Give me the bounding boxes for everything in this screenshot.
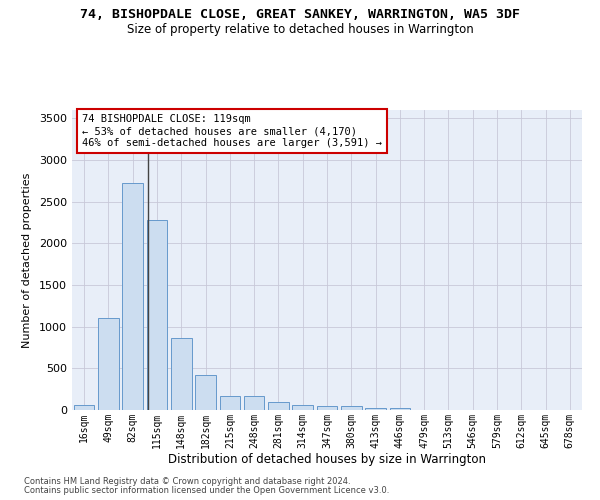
Y-axis label: Number of detached properties: Number of detached properties (22, 172, 32, 348)
Bar (244, 396, 265, 410)
Text: Distribution of detached houses by size in Warrington: Distribution of detached houses by size … (168, 452, 486, 466)
Bar (74, 406, 94, 410)
Bar (389, 408, 410, 410)
Bar (317, 406, 337, 410)
Bar (146, 220, 167, 410)
Text: 74, BISHOPDALE CLOSE, GREAT SANKEY, WARRINGTON, WA5 3DF: 74, BISHOPDALE CLOSE, GREAT SANKEY, WARR… (80, 8, 520, 20)
Text: 74 BISHOPDALE CLOSE: 119sqm
← 53% of detached houses are smaller (4,170)
46% of : 74 BISHOPDALE CLOSE: 119sqm ← 53% of det… (82, 114, 382, 148)
Bar (268, 402, 289, 410)
Bar (98, 318, 119, 410)
Text: Contains public sector information licensed under the Open Government Licence v3: Contains public sector information licen… (24, 486, 389, 495)
Bar (341, 406, 362, 410)
Bar (122, 182, 143, 410)
Text: Contains HM Land Registry data © Crown copyright and database right 2024.: Contains HM Land Registry data © Crown c… (24, 478, 350, 486)
Bar (171, 338, 191, 410)
Bar (365, 408, 386, 410)
Bar (292, 404, 313, 410)
Bar (195, 375, 216, 410)
Bar (220, 396, 240, 410)
Text: Size of property relative to detached houses in Warrington: Size of property relative to detached ho… (127, 22, 473, 36)
